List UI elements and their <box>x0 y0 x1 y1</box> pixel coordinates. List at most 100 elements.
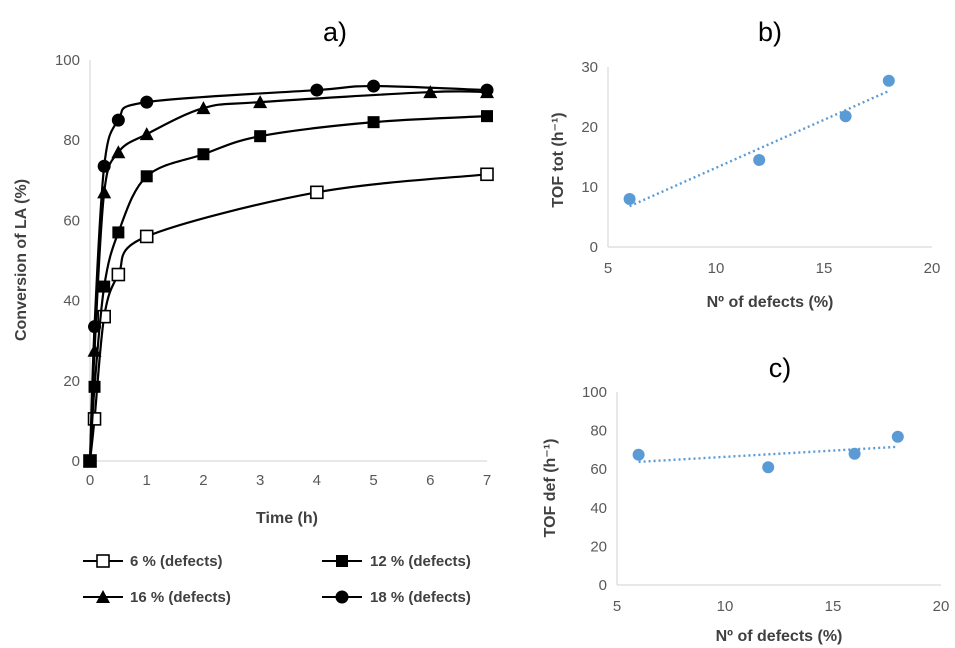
chart-a-panel-label: a) <box>323 17 347 47</box>
data-point <box>111 145 126 159</box>
data-point <box>632 448 645 461</box>
legend-square-marker <box>336 555 348 567</box>
series-line <box>88 115 488 462</box>
ytick-label: 80 <box>590 423 607 440</box>
chart-b-ytick-labels: 0 10 20 30 <box>581 59 598 256</box>
data-point <box>480 167 494 182</box>
data-point <box>848 447 861 460</box>
data-point <box>88 380 101 393</box>
series-1 <box>83 167 494 468</box>
data-point <box>480 83 494 97</box>
chart-b-xtick-labels: 5 10 15 20 <box>604 260 941 277</box>
data-point <box>423 85 438 99</box>
xtick-label: 10 <box>708 260 725 277</box>
legend-circle-marker <box>335 590 349 604</box>
data-point <box>97 185 112 199</box>
legend-item-6pct: 6 % (defects) <box>83 553 223 570</box>
chart-b-panel-label: b) <box>758 17 782 47</box>
ytick-label: 100 <box>55 52 80 69</box>
legend-item-16pct: 16 % (defects) <box>83 589 231 606</box>
trendline <box>629 89 890 208</box>
xtick-label: 5 <box>604 260 612 277</box>
chart-a-xtick-labels: 0 1 2 3 4 5 6 7 <box>86 472 491 489</box>
legend-triangle-marker <box>96 590 110 603</box>
chart-b-series <box>623 74 895 208</box>
series-2 <box>84 110 493 467</box>
xtick-label: 5 <box>369 472 377 489</box>
data-point <box>367 116 380 129</box>
data-point <box>83 454 97 468</box>
data-point <box>623 193 636 205</box>
ytick-label: 0 <box>599 577 607 594</box>
ytick-label: 20 <box>581 119 598 136</box>
data-point <box>253 95 268 109</box>
data-point <box>753 154 766 166</box>
data-point <box>139 229 154 244</box>
data-point <box>310 185 324 200</box>
data-point <box>98 280 111 293</box>
chart-c-xlabel: Nº of defects (%) <box>716 628 843 645</box>
data-point <box>112 226 125 239</box>
chart-b-xlabel: Nº of defects (%) <box>707 294 834 311</box>
chart-a-ylabel: Conversion of LA (%) <box>13 179 30 341</box>
data-point <box>839 110 852 123</box>
data-point <box>367 79 381 93</box>
chart-b-ylabel: TOF tot (h⁻¹) <box>550 112 567 207</box>
ytick-label: 80 <box>63 132 80 149</box>
chart-a-xlabel: Time (h) <box>256 510 318 527</box>
chart-a: a) 0 20 40 60 80 100 0 1 2 3 4 5 6 7 Time (h) Conver… <box>13 17 494 606</box>
chart-c-series <box>632 430 904 474</box>
xtick-label: 4 <box>313 472 321 489</box>
chart-a-legend: 6 % (defects) 12 % (defects) 16 % (defec… <box>83 553 471 606</box>
chart-c-xtick-labels: 5 10 15 20 <box>613 598 950 615</box>
series-4 <box>83 79 494 468</box>
data-point <box>97 159 111 173</box>
chart-a-ytick-labels: 0 20 40 60 80 100 <box>55 52 80 470</box>
legend-item-12pct: 12 % (defects) <box>322 553 471 570</box>
xtick-label: 2 <box>199 472 207 489</box>
legend-square-open-marker <box>96 554 110 568</box>
xtick-label: 10 <box>717 598 734 615</box>
legend-label: 16 % (defects) <box>130 589 231 606</box>
data-point <box>882 74 895 87</box>
data-point <box>111 113 125 127</box>
series-line <box>88 173 488 462</box>
ytick-label: 60 <box>63 212 80 229</box>
series-3 <box>83 85 494 467</box>
xtick-label: 5 <box>613 598 621 615</box>
data-point <box>140 95 154 109</box>
data-point <box>197 148 210 161</box>
chart-c-ylabel: TOF def (h⁻¹) <box>542 439 559 538</box>
chart-c-panel-label: c) <box>769 353 792 383</box>
xtick-label: 1 <box>143 472 151 489</box>
xtick-label: 3 <box>256 472 264 489</box>
ytick-label: 20 <box>63 373 80 390</box>
chart-b: b) 0 10 20 30 5 10 15 20 Nº of defects (%) TOF… <box>550 17 940 311</box>
ytick-label: 100 <box>582 384 607 401</box>
data-point <box>111 267 126 282</box>
xtick-label: 0 <box>86 472 94 489</box>
ytick-label: 0 <box>72 453 80 470</box>
ytick-label: 10 <box>581 179 598 196</box>
legend-label: 18 % (defects) <box>370 589 471 606</box>
xtick-label: 15 <box>816 260 833 277</box>
series-line <box>88 90 488 462</box>
ytick-label: 30 <box>581 59 598 76</box>
legend-item-18pct: 18 % (defects) <box>322 589 471 606</box>
data-point <box>254 130 267 143</box>
legend-label: 12 % (defects) <box>370 553 471 570</box>
ytick-label: 40 <box>590 500 607 517</box>
data-point <box>139 127 154 141</box>
xtick-label: 20 <box>924 260 941 277</box>
data-point <box>88 320 102 334</box>
xtick-label: 7 <box>483 472 491 489</box>
chart-c-ytick-labels: 0 20 40 60 80 100 <box>582 384 607 594</box>
chart-c: c) 0 20 40 60 80 100 5 10 15 20 Nº of defects (%… <box>542 353 949 645</box>
ytick-label: 20 <box>590 538 607 555</box>
xtick-label: 20 <box>933 598 950 615</box>
data-point <box>481 110 493 123</box>
ytick-label: 60 <box>590 461 607 478</box>
data-point <box>762 461 775 474</box>
series-line <box>88 84 488 462</box>
